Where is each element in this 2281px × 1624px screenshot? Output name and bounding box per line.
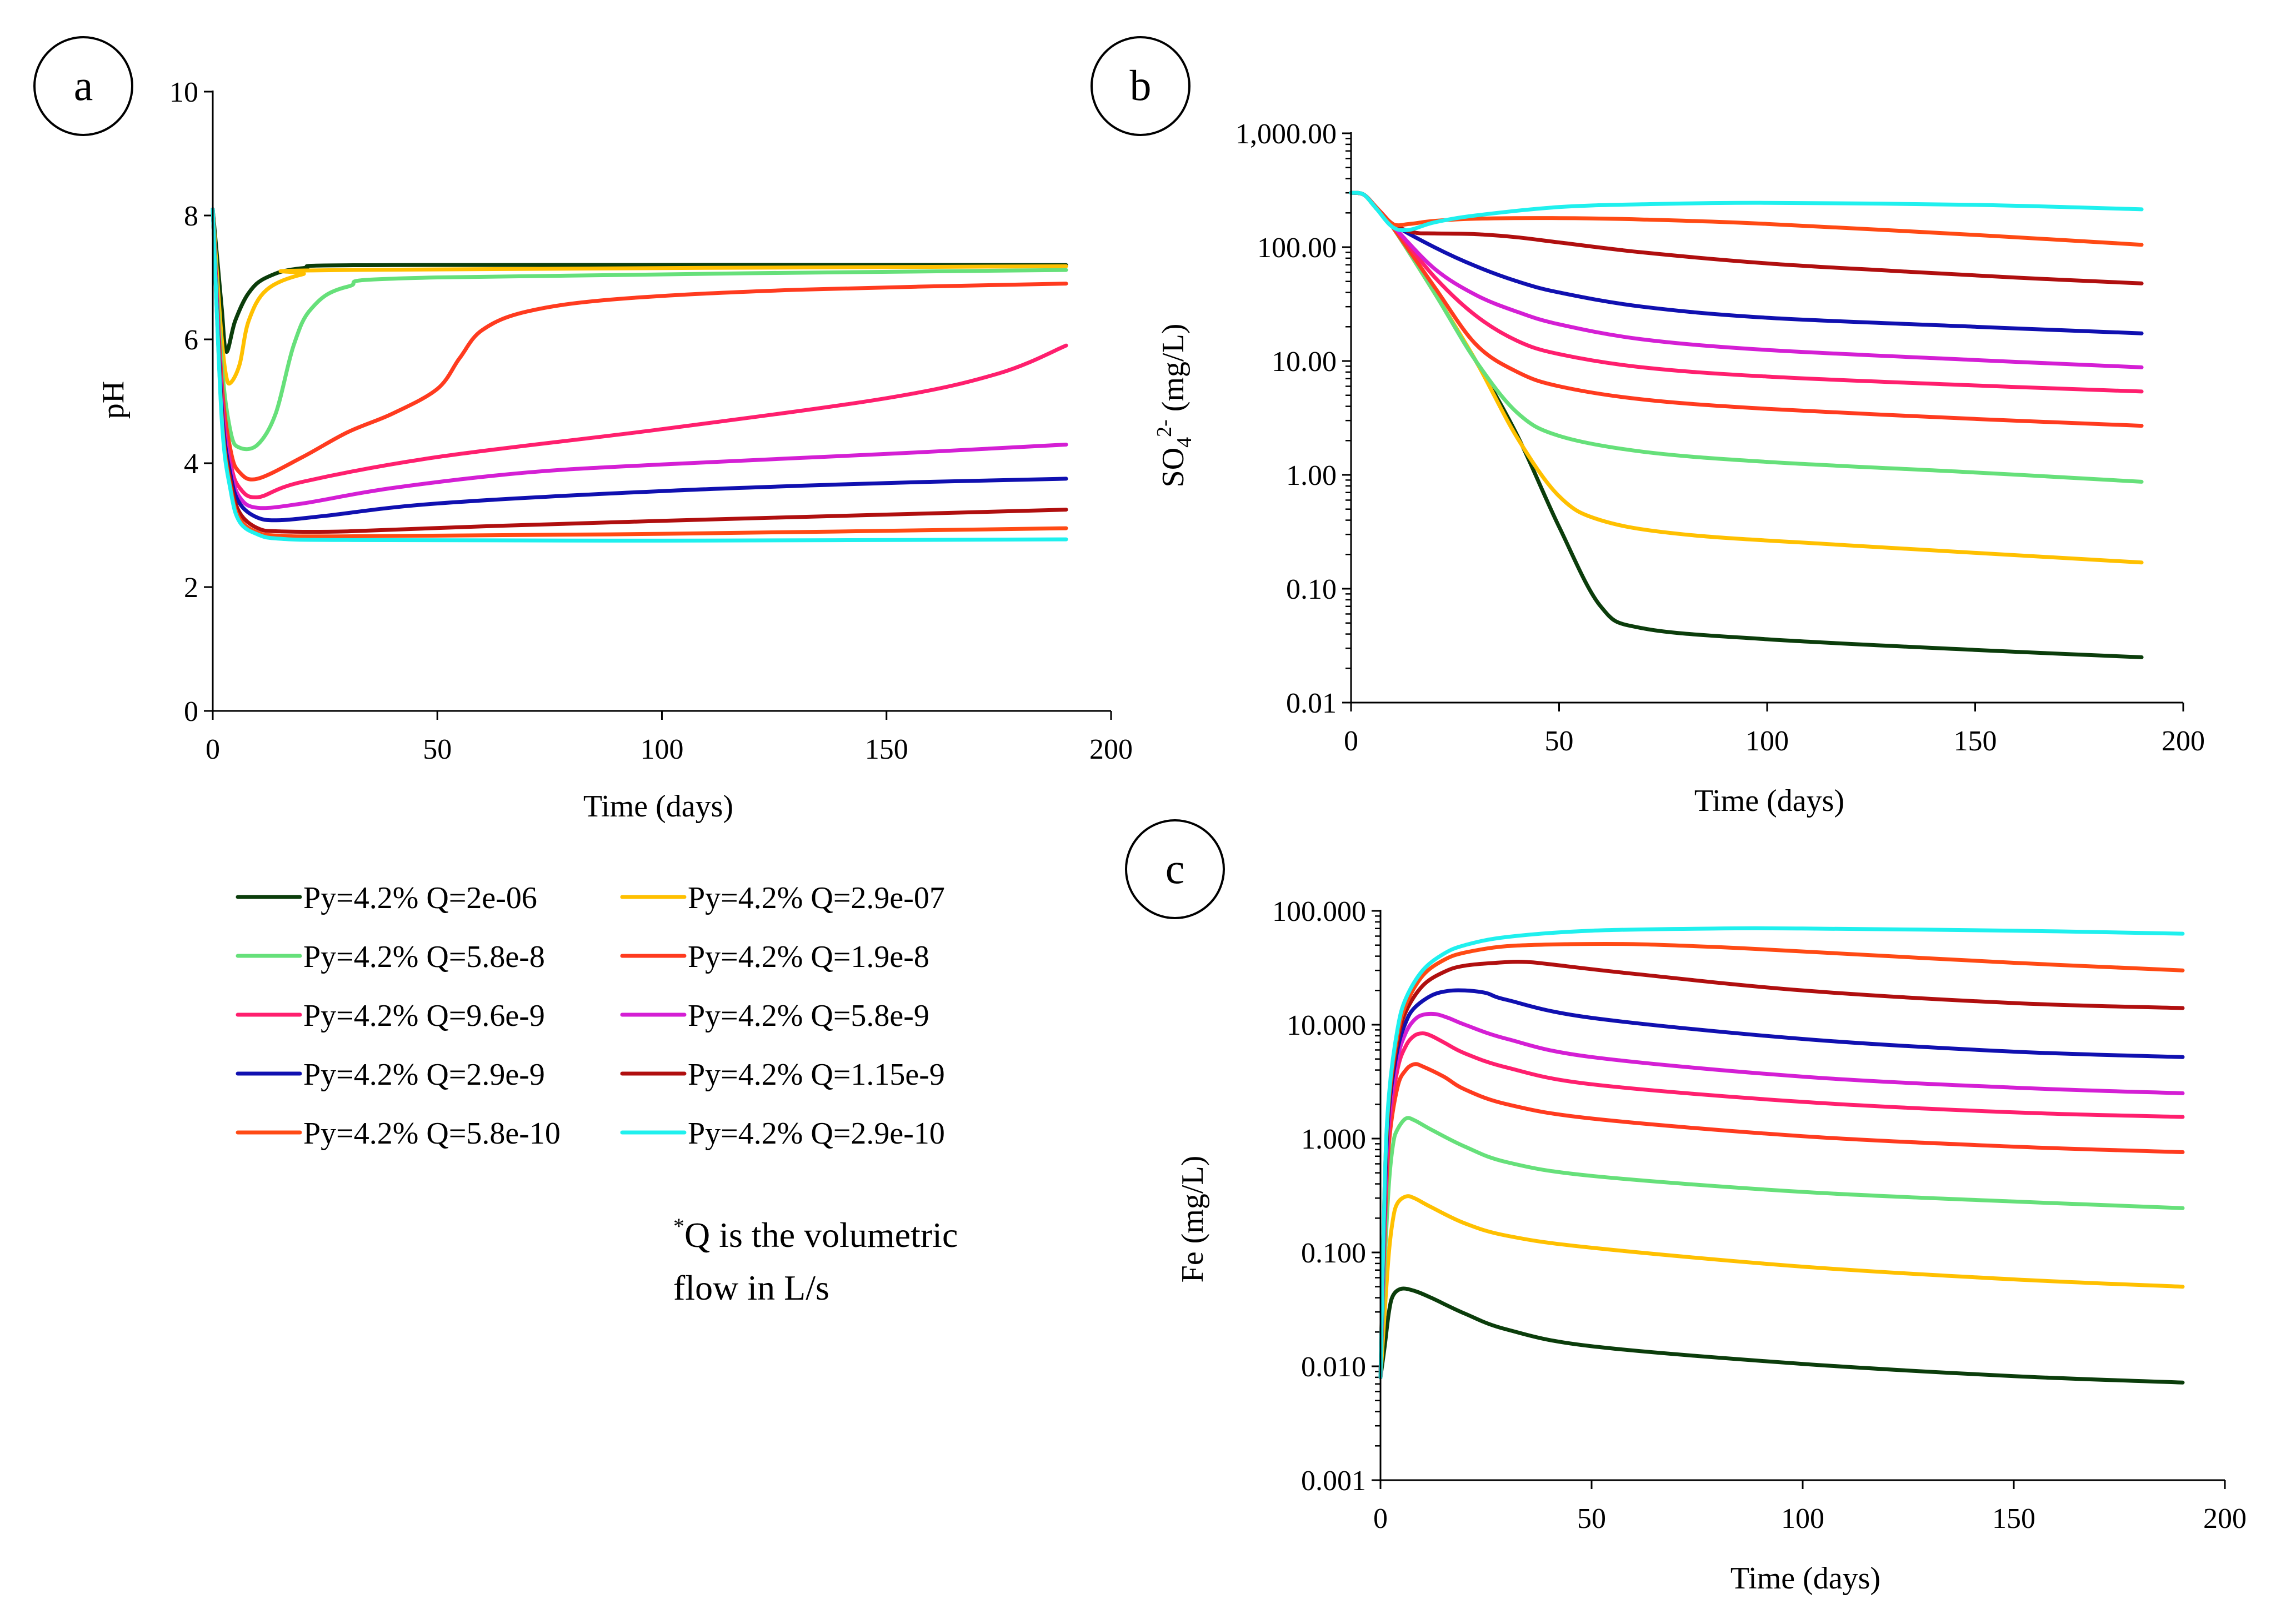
panel-c-xtick-label: 0 — [1373, 1503, 1388, 1535]
panel-b-letter: b — [1130, 61, 1152, 109]
legend: Py=4.2% Q=2e-06 Py=4.2% Q=2.9e-07 Py=4.2% … — [236, 881, 945, 1151]
panel-a-series-line — [211, 207, 1068, 482]
panel-a-xtick-label: 150 — [865, 734, 908, 765]
panel-b-xtick-label: 150 — [1954, 725, 1997, 757]
panel-b-badge — [1091, 36, 1190, 136]
panel-a-series-line — [211, 207, 1068, 543]
panel-a-axes — [212, 91, 1111, 712]
legend-label: Py=4.2% Q=2.9e-9 — [303, 1057, 545, 1092]
panel-b-xtick-label: 200 — [2162, 725, 2205, 757]
panel-b-ytick-label: 0.01 — [1286, 688, 1337, 719]
panel-c-letter: c — [1165, 844, 1185, 893]
panel-a-ytick-label: 6 — [184, 324, 198, 356]
panel-b-series-line — [1349, 191, 2144, 233]
panel-c-xtick-label: 150 — [1992, 1503, 2035, 1535]
panel-c-series-line — [1378, 988, 2185, 1380]
panel-b-ytick-label: 1.00 — [1286, 460, 1337, 492]
panel-b-ylabel: SO42- (mg/L) — [1153, 324, 1196, 488]
legend-note: *Q is the volumetric flow in L/s — [673, 1214, 958, 1307]
legend-label: Py=4.2% Q=2.9e-07 — [688, 881, 945, 915]
legend-label: Py=4.2% Q=2e-06 — [303, 881, 537, 915]
panel-a-xlabel: Time (days) — [583, 789, 733, 824]
panel-b-chart: b SO42- (mg/L) Time (days) 0 50 100 150 2000… — [1091, 36, 2205, 818]
panel-a-badge — [33, 36, 133, 136]
legend-note-line1: *Q is the volumetric — [673, 1214, 958, 1255]
panel-c-chart: c Fe (mg/L) Time (days) 0 50 100 150 200 0.00… — [1125, 819, 2247, 1596]
panel-a-chart: a pH Time (days) 0 50 100 150 200 0 2 4 6 8 10 — [33, 36, 1133, 824]
panel-a-ytick-label: 2 — [184, 572, 198, 604]
panel-a-letter: a — [74, 61, 93, 109]
panel-a-series-line — [211, 207, 1068, 354]
legend-note-line2: flow in L/s — [673, 1268, 829, 1307]
panel-a-ytick-label: 8 — [184, 201, 198, 232]
panel-c-xtick-label: 50 — [1577, 1503, 1606, 1535]
panel-b-axes — [1350, 132, 2183, 704]
panel-b-series-line — [1349, 191, 2144, 247]
legend-label: Py=4.2% Q=5.8e-9 — [688, 999, 929, 1033]
panel-c-series-line — [1378, 926, 2185, 1380]
panel-b-ytick-label: 1,000.00 — [1235, 118, 1337, 150]
panel-c-ytick-label: 1.000 — [1301, 1124, 1366, 1155]
legend-label: Py=4.2% Q=1.15e-9 — [688, 1057, 945, 1092]
panel-c-series-line — [1378, 1286, 2185, 1385]
panel-c-ytick-label: 0.100 — [1301, 1237, 1366, 1269]
legend-label: Py=4.2% Q=9.6e-9 — [303, 999, 545, 1033]
panel-b-series-group — [1349, 191, 2144, 659]
panel-b-xlabel: Time (days) — [1694, 784, 1844, 818]
panel-a-xtick-label: 50 — [423, 734, 452, 765]
panel-b-series-line — [1349, 191, 2144, 565]
panel-c-badge — [1125, 819, 1225, 919]
legend-label: Py=4.2% Q=5.8e-8 — [303, 940, 545, 974]
panel-b-ytick-label: 10.00 — [1272, 346, 1337, 378]
panel-c-series-line — [1378, 1116, 2185, 1380]
panel-c-series-line — [1378, 1194, 2185, 1380]
panel-a-xtick-label: 0 — [206, 734, 220, 765]
panel-b-xtick-label: 0 — [1344, 725, 1358, 757]
panel-c-xtick-label: 100 — [1781, 1503, 1824, 1535]
legend-label: Py=4.2% Q=5.8e-10 — [303, 1116, 561, 1151]
panel-b-ytick-label: 0.10 — [1286, 574, 1337, 605]
panel-c-series-group — [1378, 926, 2185, 1385]
panel-c-series-line — [1378, 1011, 2185, 1380]
panel-c-ticks: 0 50 100 150 200 0.001 0.010 0.100 1.000 10.000 10… — [1272, 896, 2247, 1535]
panel-a-series-line — [211, 207, 1068, 452]
panel-a-series-group — [211, 207, 1068, 543]
panel-b-ticks: 0 50 100 150 200 0.01 0.10 1.00 10.00 100.00 1,000… — [1235, 118, 2205, 757]
panel-c-ytick-label: 0.001 — [1301, 1465, 1366, 1497]
panel-a-xtick-label: 200 — [1089, 734, 1133, 765]
panel-a-ytick-label: 0 — [184, 696, 198, 728]
panel-b-ytick-label: 100.00 — [1257, 232, 1337, 264]
panel-c-xtick-label: 200 — [2203, 1503, 2247, 1535]
panel-a-ytick-label: 4 — [184, 448, 198, 480]
legend-label: Py=4.2% Q=1.9e-8 — [688, 940, 929, 974]
panel-c-series-line — [1378, 960, 2185, 1380]
panel-a-ytick-label: 10 — [169, 77, 198, 108]
panel-c-ylabel: Fe (mg/L) — [1175, 1156, 1210, 1283]
panel-c-axes — [1379, 910, 2225, 1481]
panel-a-series-line — [211, 207, 1068, 539]
panel-c-series-line — [1378, 1062, 2185, 1380]
panel-c-ytick-label: 0.010 — [1301, 1351, 1366, 1383]
panel-a-ticks: 0 50 100 150 200 0 2 4 6 8 10 — [169, 77, 1133, 765]
panel-b-xtick-label: 50 — [1545, 725, 1574, 757]
legend-label: Py=4.2% Q=2.9e-10 — [688, 1116, 945, 1151]
panel-b-xtick-label: 100 — [1745, 725, 1789, 757]
panel-a-xtick-label: 100 — [641, 734, 684, 765]
panel-a-series-line — [211, 207, 1068, 500]
panel-c-xlabel: Time (days) — [1730, 1561, 1880, 1596]
panel-a-ylabel: pH — [96, 381, 131, 419]
panel-a-series-line — [211, 207, 1068, 510]
panel-c-ytick-label: 100.000 — [1272, 896, 1366, 928]
panel-c-ytick-label: 10.000 — [1287, 1010, 1366, 1041]
